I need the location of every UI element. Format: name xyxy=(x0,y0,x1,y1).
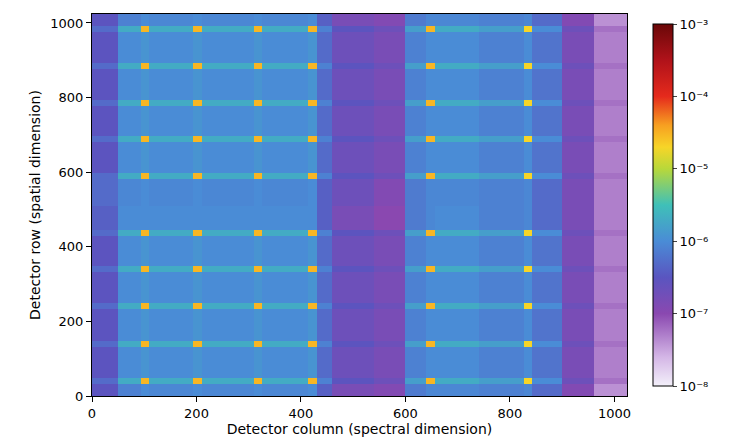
svg-text:400: 400 xyxy=(289,406,314,421)
svg-text:10⁻⁵: 10⁻⁵ xyxy=(680,161,709,176)
svg-text:200: 200 xyxy=(59,314,84,329)
svg-text:800: 800 xyxy=(498,406,523,421)
svg-text:10⁻⁷: 10⁻⁷ xyxy=(680,306,709,321)
svg-text:10⁻⁴: 10⁻⁴ xyxy=(680,89,709,104)
svg-text:10⁻⁶: 10⁻⁶ xyxy=(680,234,709,249)
svg-text:800: 800 xyxy=(59,90,84,105)
svg-text:600: 600 xyxy=(393,406,418,421)
svg-text:200: 200 xyxy=(184,406,209,421)
svg-text:Detector row (spatial dimensio: Detector row (spatial dimension) xyxy=(27,90,43,320)
svg-text:1000: 1000 xyxy=(50,16,83,31)
svg-text:10⁻³: 10⁻³ xyxy=(680,17,709,32)
svg-text:600: 600 xyxy=(59,165,84,180)
svg-text:10⁻⁸: 10⁻⁸ xyxy=(680,379,709,394)
svg-text:400: 400 xyxy=(59,239,84,254)
svg-text:Detector column (spectral dime: Detector column (spectral dimension) xyxy=(227,421,493,437)
svg-text:1000: 1000 xyxy=(598,406,631,421)
svg-text:0: 0 xyxy=(75,389,83,404)
svg-text:0: 0 xyxy=(88,406,96,421)
